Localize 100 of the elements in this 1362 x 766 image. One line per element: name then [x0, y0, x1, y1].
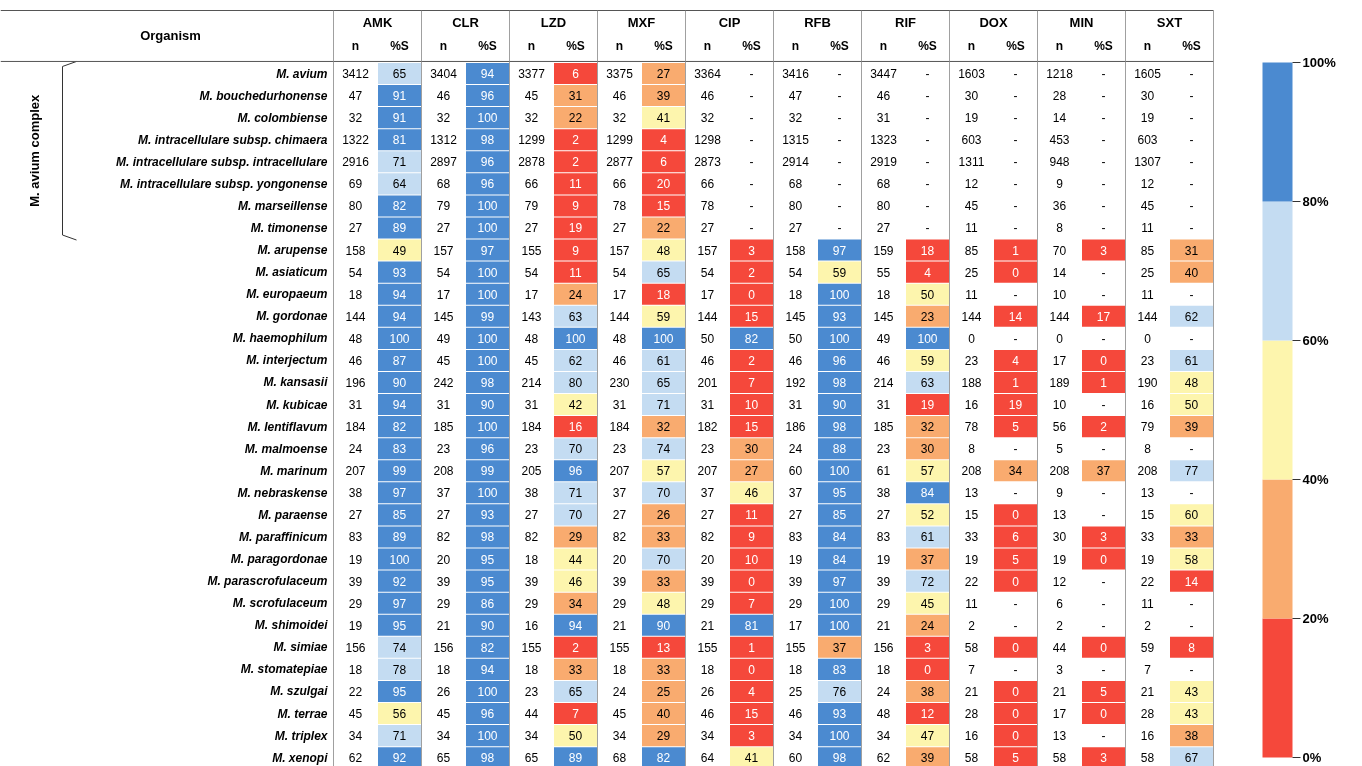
data-label: 5 [1012, 751, 1020, 766]
data-label: 33 [656, 530, 671, 545]
data-label: 4 [1012, 353, 1020, 368]
text: 78 [700, 199, 715, 214]
text: 49 [436, 331, 451, 346]
text: 27 [348, 508, 363, 523]
y-tick-label: M. paraense [258, 507, 328, 522]
text: 0 [968, 331, 975, 346]
text: - [925, 155, 930, 170]
text: 82 [700, 530, 715, 545]
data-label: 59 [656, 309, 671, 324]
data-label: 90 [656, 618, 671, 633]
text: RFB [804, 15, 831, 30]
data-label: 7 [572, 707, 580, 722]
data-label: 100 [477, 221, 498, 236]
data-label: 40 [1184, 265, 1199, 280]
data-label: 15 [744, 420, 759, 435]
text: - [1189, 177, 1194, 192]
data-label: 2 [572, 640, 580, 655]
text: - [749, 67, 754, 81]
data-label: 26 [656, 508, 671, 523]
text: 2877 [606, 155, 633, 170]
text: 79 [1140, 420, 1155, 435]
text: 214 [521, 375, 542, 390]
data-label: 65 [568, 684, 583, 699]
data-label: 0 [1012, 640, 1020, 655]
y-tick-label: M. paraffinicum [239, 529, 328, 544]
data-label: 83 [832, 662, 847, 677]
data-label: 37 [832, 640, 847, 655]
color-bar-label: 0% [1302, 750, 1322, 765]
text: 32 [436, 111, 451, 126]
text: 14 [1052, 265, 1067, 280]
data-label: 6 [1012, 530, 1020, 545]
data-label: 11 [569, 265, 583, 280]
text: 48 [876, 707, 891, 722]
text: 159 [873, 243, 894, 258]
text: 1299 [518, 133, 545, 148]
text: 1218 [1046, 67, 1073, 81]
text: 2914 [782, 155, 809, 170]
data-label: 97 [832, 574, 847, 589]
text: 1298 [694, 133, 721, 148]
text: 31 [876, 111, 891, 126]
data-label: 19 [1008, 398, 1023, 413]
text: 12 [1140, 177, 1155, 192]
data-label: 0 [1100, 552, 1108, 567]
text: 2919 [870, 155, 897, 170]
text: 144 [345, 309, 366, 324]
data-label: 97 [480, 243, 495, 258]
color-bar-label: 100% [1302, 55, 1337, 70]
data-label: 100 [477, 265, 498, 280]
text: - [1101, 89, 1106, 104]
data-label: 98 [480, 133, 495, 148]
text: 19 [348, 552, 363, 567]
text: 58 [1052, 751, 1067, 766]
data-label: 88 [832, 442, 847, 457]
data-label: 1 [748, 640, 756, 655]
data-label: 81 [744, 618, 759, 633]
y-tick-label: M. triplex [274, 728, 329, 743]
text: 192 [785, 375, 806, 390]
text: 29 [436, 596, 451, 611]
text: 208 [1049, 464, 1070, 479]
text: 18 [788, 662, 803, 677]
data-label: 2 [572, 155, 580, 170]
x-tick-label: %S [1006, 38, 1025, 53]
text: 68 [876, 177, 891, 192]
text: 32 [612, 111, 627, 126]
text: 25 [964, 265, 979, 280]
text: 31 [700, 398, 715, 413]
text: - [1189, 199, 1194, 214]
text: 7 [1144, 662, 1151, 677]
text: 54 [348, 265, 363, 280]
text: 19 [1140, 552, 1155, 567]
text: 11 [965, 221, 978, 236]
text: - [1013, 662, 1018, 677]
text: 33 [1140, 530, 1155, 545]
data-label: 45 [920, 596, 935, 611]
text: 82 [612, 530, 627, 545]
data-label: 90 [832, 398, 847, 413]
y-tick-label: M. scrofulaceum [232, 596, 328, 611]
text: 21 [876, 618, 891, 633]
text: 18 [612, 662, 627, 677]
text: 39 [436, 574, 451, 589]
text: 155 [521, 640, 542, 655]
data-label: 93 [480, 508, 495, 523]
y-tick-label: M. europaeum [246, 287, 328, 302]
text: 80 [876, 199, 891, 214]
y-tick-label: M. colombiense [237, 110, 328, 125]
text: 45 [436, 353, 451, 368]
data-label: 99 [480, 464, 495, 479]
x-tick-label: %S [654, 38, 673, 53]
color-bar-label: 80% [1302, 194, 1329, 209]
text: 7 [968, 662, 975, 677]
text: 82 [524, 530, 539, 545]
text: - [749, 111, 754, 126]
text: - [749, 89, 754, 104]
data-label: 70 [568, 442, 583, 457]
text: 184 [521, 420, 542, 435]
text: 3364 [694, 67, 721, 81]
data-label: 71 [568, 486, 583, 501]
text: - [1189, 89, 1194, 104]
